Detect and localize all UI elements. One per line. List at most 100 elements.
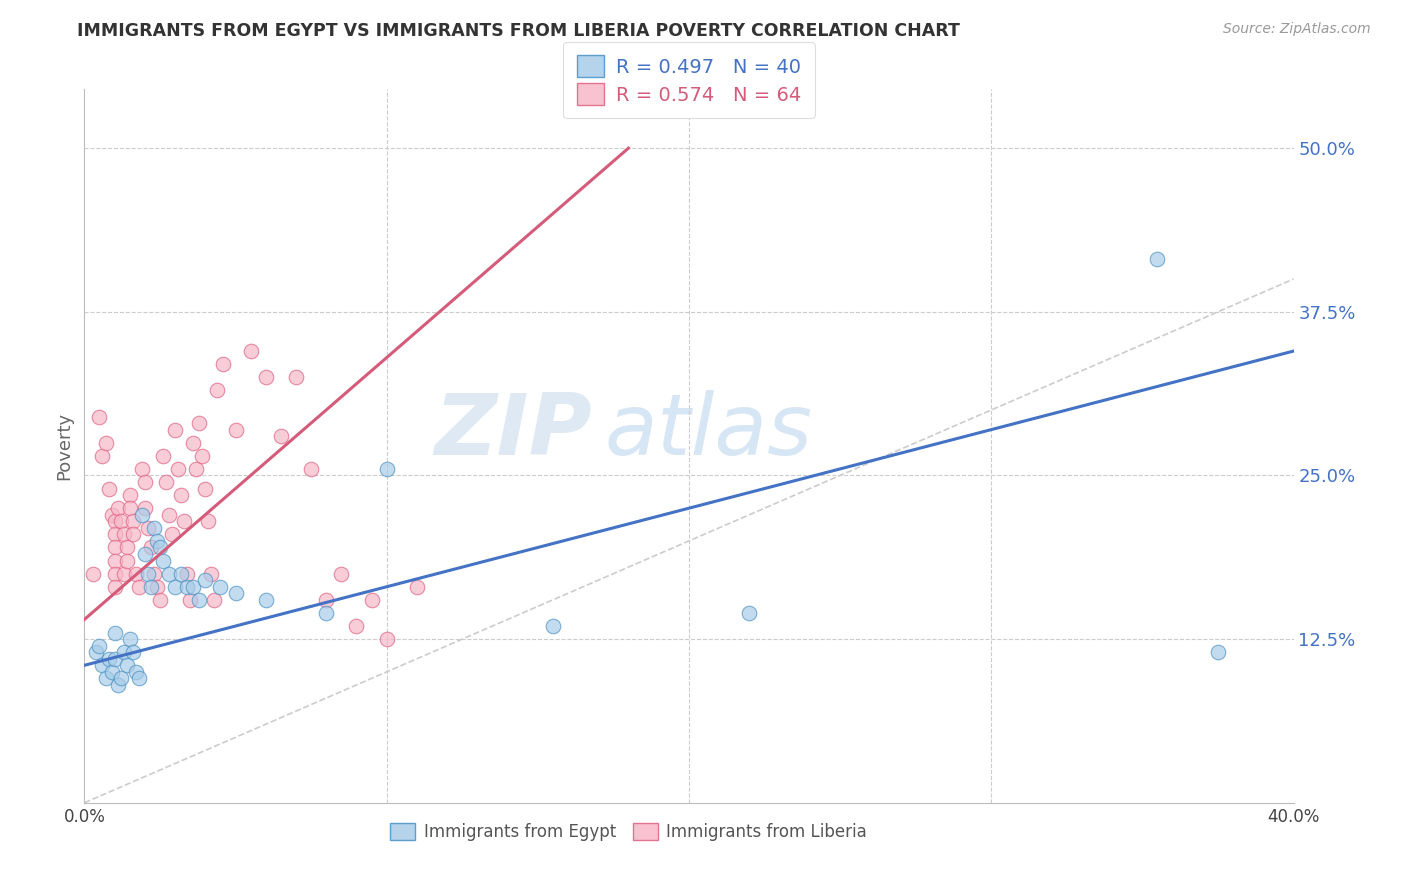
Point	[94, 435, 117, 450]
Point	[136, 521, 159, 535]
Point	[134, 501, 156, 516]
Point	[191, 449, 214, 463]
Point	[200, 566, 222, 581]
Point	[212, 357, 235, 371]
Point	[104, 514, 127, 528]
Point	[121, 514, 143, 528]
Point	[207, 384, 229, 398]
Point	[1206, 645, 1229, 659]
Point	[176, 566, 198, 581]
Point	[100, 665, 122, 679]
Point	[254, 592, 277, 607]
Point	[121, 527, 143, 541]
Point	[107, 501, 129, 516]
Point	[165, 580, 187, 594]
Point	[155, 475, 177, 489]
Point	[118, 488, 141, 502]
Point	[136, 566, 159, 581]
Point	[110, 672, 132, 686]
Point	[360, 592, 382, 607]
Point	[104, 541, 127, 555]
Point	[165, 423, 187, 437]
Point	[181, 580, 204, 594]
Point	[170, 566, 193, 581]
Point	[406, 580, 429, 594]
Point	[738, 606, 761, 620]
Point	[112, 566, 135, 581]
Point	[149, 541, 172, 555]
Point	[315, 592, 337, 607]
Text: atlas: atlas	[605, 390, 813, 474]
Point	[181, 435, 204, 450]
Point	[299, 462, 322, 476]
Point	[142, 521, 165, 535]
Point	[197, 514, 219, 528]
Point	[346, 619, 368, 633]
Point	[91, 449, 114, 463]
Point	[121, 645, 143, 659]
Point	[139, 541, 162, 555]
Point	[157, 508, 180, 522]
Point	[167, 462, 190, 476]
Point	[146, 533, 169, 548]
Point	[194, 482, 217, 496]
Legend: Immigrants from Egypt, Immigrants from Liberia: Immigrants from Egypt, Immigrants from L…	[384, 816, 873, 848]
Point	[104, 527, 127, 541]
Point	[86, 645, 108, 659]
Point	[128, 580, 150, 594]
Point	[104, 566, 127, 581]
Point	[115, 658, 138, 673]
Point	[89, 639, 111, 653]
Point	[149, 592, 172, 607]
Point	[115, 553, 138, 567]
Point	[142, 566, 165, 581]
Point	[225, 423, 247, 437]
Point	[125, 566, 148, 581]
Point	[97, 482, 120, 496]
Point	[239, 344, 262, 359]
Point	[152, 553, 174, 567]
Point	[131, 508, 153, 522]
Point	[152, 449, 174, 463]
Point	[270, 429, 292, 443]
Point	[160, 527, 183, 541]
Point	[107, 678, 129, 692]
Point	[179, 592, 201, 607]
Y-axis label: Poverty: Poverty	[55, 412, 73, 480]
Point	[186, 462, 208, 476]
Point	[146, 580, 169, 594]
Point	[225, 586, 247, 600]
Point	[125, 665, 148, 679]
Point	[104, 625, 127, 640]
Point	[112, 645, 135, 659]
Point	[134, 547, 156, 561]
Point	[173, 514, 195, 528]
Point	[112, 527, 135, 541]
Point	[157, 566, 180, 581]
Point	[118, 632, 141, 647]
Point	[118, 501, 141, 516]
Point	[128, 672, 150, 686]
Point	[134, 475, 156, 489]
Text: ZIP: ZIP	[434, 390, 592, 474]
Point	[194, 573, 217, 587]
Point	[91, 658, 114, 673]
Point	[110, 514, 132, 528]
Point	[254, 370, 277, 384]
Point	[104, 553, 127, 567]
Point	[375, 632, 398, 647]
Point	[285, 370, 308, 384]
Point	[104, 580, 127, 594]
Point	[202, 592, 225, 607]
Point	[315, 606, 337, 620]
Point	[541, 619, 564, 633]
Point	[115, 541, 138, 555]
Point	[82, 566, 104, 581]
Point	[1146, 252, 1168, 267]
Point	[375, 462, 398, 476]
Text: Source: ZipAtlas.com: Source: ZipAtlas.com	[1223, 22, 1371, 37]
Point	[188, 592, 211, 607]
Point	[94, 672, 117, 686]
Point	[188, 416, 211, 430]
Point	[330, 566, 353, 581]
